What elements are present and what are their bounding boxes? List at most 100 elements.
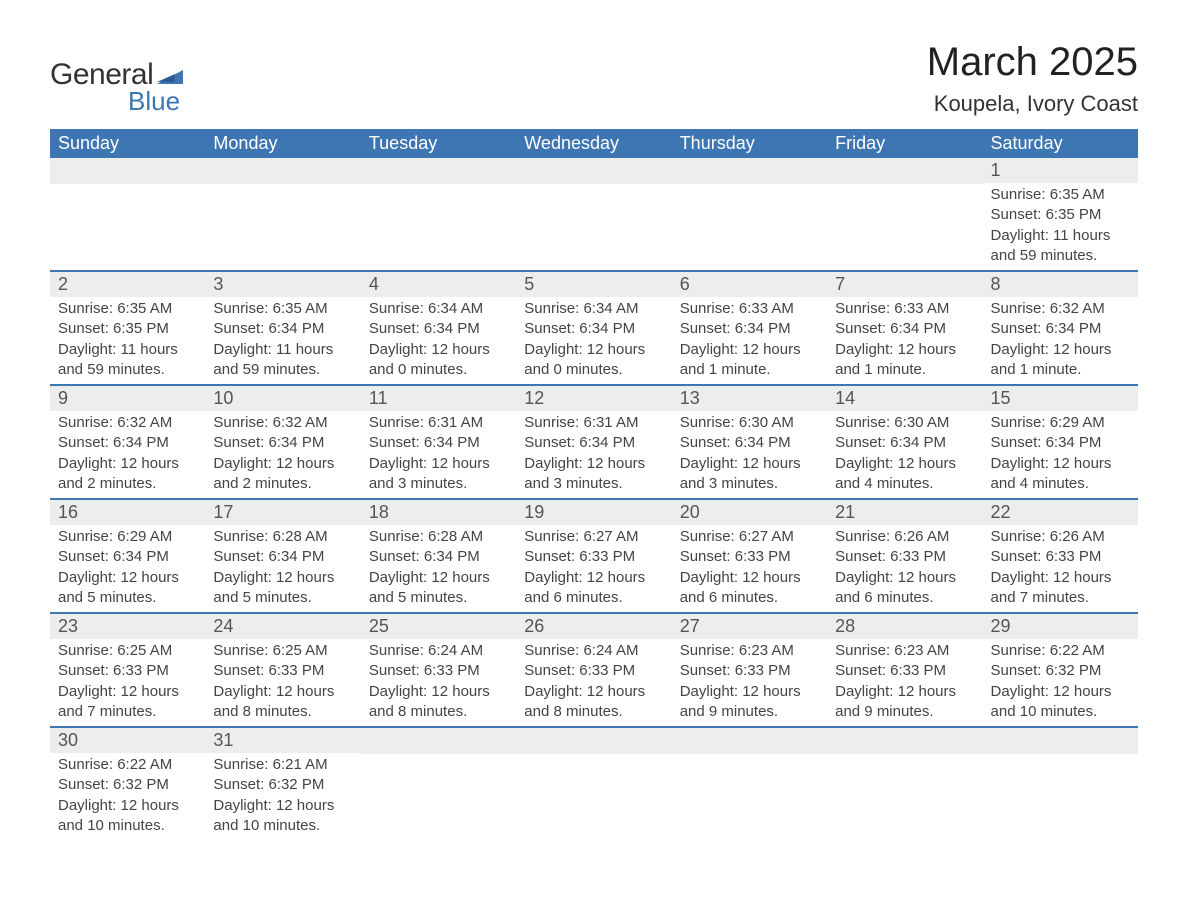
day-number: 19 (516, 500, 671, 525)
daylight-line: Daylight: 12 hours and 6 minutes. (524, 568, 663, 609)
day-number: 23 (50, 614, 205, 639)
calendar-day-cell: 29Sunrise: 6:22 AMSunset: 6:32 PMDayligh… (983, 613, 1138, 727)
day-number (516, 158, 671, 184)
weekday-header: Sunday (50, 129, 205, 158)
calendar-week-row: 2Sunrise: 6:35 AMSunset: 6:35 PMDaylight… (50, 271, 1138, 385)
daylight-line: Daylight: 12 hours and 3 minutes. (369, 454, 508, 495)
daylight-line: Daylight: 12 hours and 9 minutes. (680, 682, 819, 723)
calendar-day-cell: 5Sunrise: 6:34 AMSunset: 6:34 PMDaylight… (516, 271, 671, 385)
calendar-day-cell: 21Sunrise: 6:26 AMSunset: 6:33 PMDayligh… (827, 499, 982, 613)
day-number: 27 (672, 614, 827, 639)
day-number: 1 (983, 158, 1138, 183)
sunset-line: Sunset: 6:34 PM (213, 547, 352, 567)
sunrise-line: Sunrise: 6:28 AM (213, 527, 352, 547)
sunrise-line: Sunrise: 6:32 AM (58, 413, 197, 433)
daylight-line: Daylight: 12 hours and 4 minutes. (991, 454, 1130, 495)
sunrise-line: Sunrise: 6:27 AM (524, 527, 663, 547)
daylight-line: Daylight: 11 hours and 59 minutes. (58, 340, 197, 381)
sunrise-line: Sunrise: 6:29 AM (58, 527, 197, 547)
sunset-line: Sunset: 6:34 PM (680, 319, 819, 339)
sunset-line: Sunset: 6:34 PM (991, 319, 1130, 339)
sunset-line: Sunset: 6:34 PM (58, 547, 197, 567)
sunset-line: Sunset: 6:33 PM (680, 661, 819, 681)
day-data: Sunrise: 6:23 AMSunset: 6:33 PMDaylight:… (672, 639, 827, 726)
daylight-line: Daylight: 12 hours and 4 minutes. (835, 454, 974, 495)
sunset-line: Sunset: 6:33 PM (213, 661, 352, 681)
calendar-day-cell: 27Sunrise: 6:23 AMSunset: 6:33 PMDayligh… (672, 613, 827, 727)
sunset-line: Sunset: 6:33 PM (524, 547, 663, 567)
weekday-header: Wednesday (516, 129, 671, 158)
day-data: Sunrise: 6:34 AMSunset: 6:34 PMDaylight:… (516, 297, 671, 384)
day-data: Sunrise: 6:31 AMSunset: 6:34 PMDaylight:… (516, 411, 671, 498)
sunset-line: Sunset: 6:35 PM (991, 205, 1130, 225)
day-data: Sunrise: 6:32 AMSunset: 6:34 PMDaylight:… (983, 297, 1138, 384)
day-number (983, 728, 1138, 754)
sunset-line: Sunset: 6:34 PM (524, 433, 663, 453)
sunrise-line: Sunrise: 6:33 AM (835, 299, 974, 319)
title-block: March 2025 Koupela, Ivory Coast (927, 40, 1138, 117)
sunset-line: Sunset: 6:34 PM (991, 433, 1130, 453)
calendar-week-row: 30Sunrise: 6:22 AMSunset: 6:32 PMDayligh… (50, 727, 1138, 840)
day-number: 29 (983, 614, 1138, 639)
calendar-day-cell: 6Sunrise: 6:33 AMSunset: 6:34 PMDaylight… (672, 271, 827, 385)
calendar-day-cell: 14Sunrise: 6:30 AMSunset: 6:34 PMDayligh… (827, 385, 982, 499)
calendar-empty-cell (50, 158, 205, 271)
day-number: 10 (205, 386, 360, 411)
calendar-day-cell: 31Sunrise: 6:21 AMSunset: 6:32 PMDayligh… (205, 727, 360, 840)
sunset-line: Sunset: 6:34 PM (524, 319, 663, 339)
sunrise-line: Sunrise: 6:23 AM (835, 641, 974, 661)
sunrise-line: Sunrise: 6:22 AM (991, 641, 1130, 661)
day-number: 28 (827, 614, 982, 639)
calendar-table: SundayMondayTuesdayWednesdayThursdayFrid… (50, 129, 1138, 840)
calendar-day-cell: 28Sunrise: 6:23 AMSunset: 6:33 PMDayligh… (827, 613, 982, 727)
calendar-empty-cell (672, 727, 827, 840)
day-number: 6 (672, 272, 827, 297)
calendar-week-row: 16Sunrise: 6:29 AMSunset: 6:34 PMDayligh… (50, 499, 1138, 613)
calendar-empty-cell (672, 158, 827, 271)
day-data: Sunrise: 6:26 AMSunset: 6:33 PMDaylight:… (983, 525, 1138, 612)
calendar-day-cell: 8Sunrise: 6:32 AMSunset: 6:34 PMDaylight… (983, 271, 1138, 385)
sunrise-line: Sunrise: 6:31 AM (369, 413, 508, 433)
calendar-empty-cell (827, 727, 982, 840)
daylight-line: Daylight: 12 hours and 1 minute. (835, 340, 974, 381)
day-number: 11 (361, 386, 516, 411)
sunrise-line: Sunrise: 6:35 AM (991, 185, 1130, 205)
calendar-day-cell: 25Sunrise: 6:24 AMSunset: 6:33 PMDayligh… (361, 613, 516, 727)
day-data: Sunrise: 6:35 AMSunset: 6:35 PMDaylight:… (50, 297, 205, 384)
sunset-line: Sunset: 6:34 PM (369, 433, 508, 453)
day-number: 16 (50, 500, 205, 525)
sunset-line: Sunset: 6:32 PM (58, 775, 197, 795)
calendar-day-cell: 26Sunrise: 6:24 AMSunset: 6:33 PMDayligh… (516, 613, 671, 727)
calendar-day-cell: 16Sunrise: 6:29 AMSunset: 6:34 PMDayligh… (50, 499, 205, 613)
daylight-line: Daylight: 12 hours and 2 minutes. (58, 454, 197, 495)
sunrise-line: Sunrise: 6:26 AM (835, 527, 974, 547)
day-number: 12 (516, 386, 671, 411)
day-data: Sunrise: 6:27 AMSunset: 6:33 PMDaylight:… (516, 525, 671, 612)
sunrise-line: Sunrise: 6:35 AM (213, 299, 352, 319)
calendar-day-cell: 13Sunrise: 6:30 AMSunset: 6:34 PMDayligh… (672, 385, 827, 499)
daylight-line: Daylight: 12 hours and 0 minutes. (524, 340, 663, 381)
daylight-line: Daylight: 12 hours and 5 minutes. (58, 568, 197, 609)
day-number: 22 (983, 500, 1138, 525)
sunset-line: Sunset: 6:32 PM (991, 661, 1130, 681)
sunset-line: Sunset: 6:34 PM (369, 319, 508, 339)
weekday-header: Saturday (983, 129, 1138, 158)
weekday-header-row: SundayMondayTuesdayWednesdayThursdayFrid… (50, 129, 1138, 158)
day-number: 26 (516, 614, 671, 639)
day-number: 14 (827, 386, 982, 411)
calendar-day-cell: 17Sunrise: 6:28 AMSunset: 6:34 PMDayligh… (205, 499, 360, 613)
day-number: 31 (205, 728, 360, 753)
sunset-line: Sunset: 6:34 PM (58, 433, 197, 453)
calendar-day-cell: 2Sunrise: 6:35 AMSunset: 6:35 PMDaylight… (50, 271, 205, 385)
day-data: Sunrise: 6:29 AMSunset: 6:34 PMDaylight:… (50, 525, 205, 612)
sunset-line: Sunset: 6:34 PM (680, 433, 819, 453)
calendar-week-row: 1Sunrise: 6:35 AMSunset: 6:35 PMDaylight… (50, 158, 1138, 271)
daylight-line: Daylight: 12 hours and 10 minutes. (58, 796, 197, 837)
day-data: Sunrise: 6:31 AMSunset: 6:34 PMDaylight:… (361, 411, 516, 498)
day-data: Sunrise: 6:26 AMSunset: 6:33 PMDaylight:… (827, 525, 982, 612)
weekday-header: Monday (205, 129, 360, 158)
calendar-empty-cell (516, 727, 671, 840)
daylight-line: Daylight: 12 hours and 3 minutes. (680, 454, 819, 495)
logo: General Blue (50, 58, 183, 117)
calendar-day-cell: 7Sunrise: 6:33 AMSunset: 6:34 PMDaylight… (827, 271, 982, 385)
